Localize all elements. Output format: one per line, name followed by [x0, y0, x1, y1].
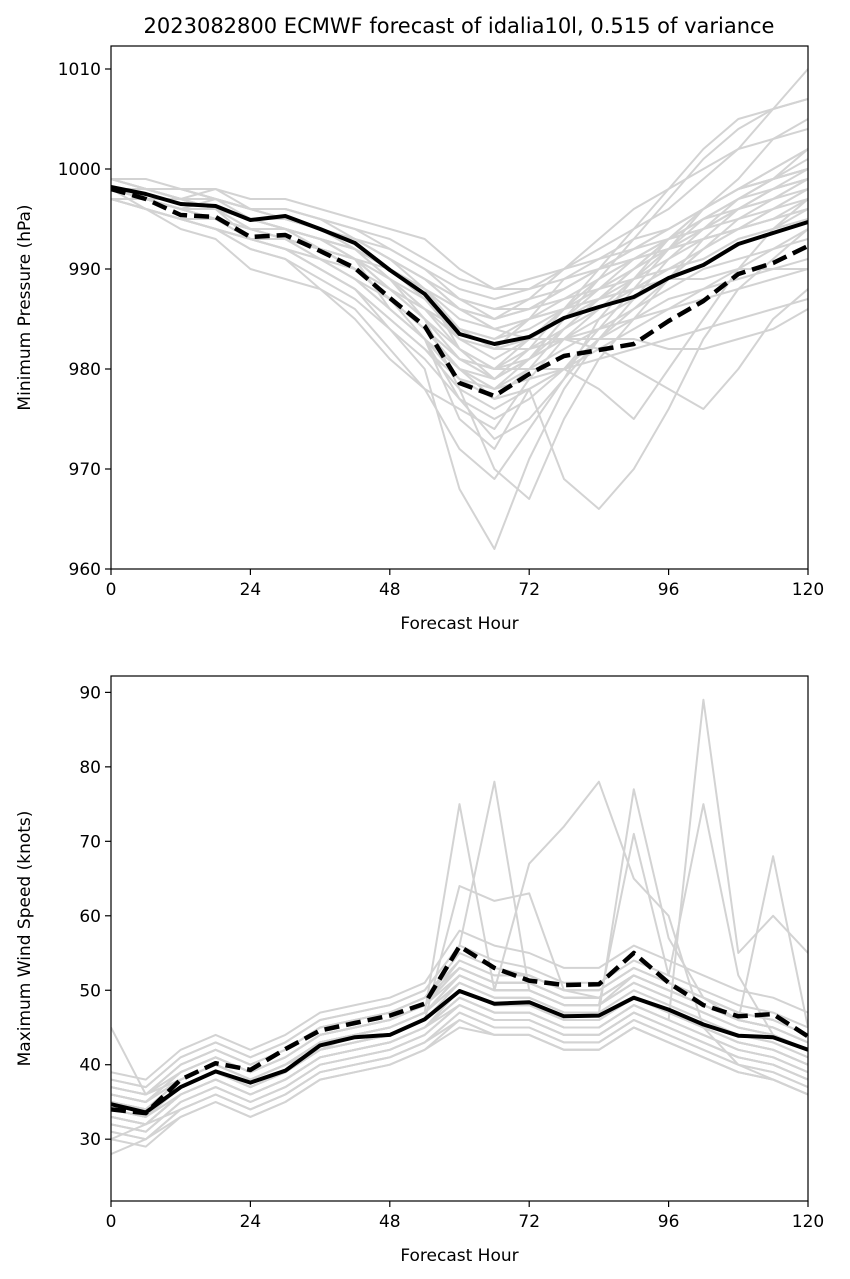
- wind-member-line-6: [111, 780, 808, 1096]
- wind-member-line-13: [111, 929, 808, 1081]
- wind-x-axis-label: Forecast Hour: [400, 1246, 518, 1266]
- wind-y-tick-label: 70: [79, 832, 101, 852]
- wind-member-line-37: [111, 974, 808, 1103]
- wind-member-line-20: [111, 1011, 808, 1141]
- pressure-member-line-2: [111, 118, 808, 480]
- wind-member-line-14: [111, 885, 808, 1118]
- pressure-x-tick-label: 24: [240, 580, 262, 600]
- pressure-member-line-31: [111, 68, 808, 300]
- chart-title: 2023082800 ECMWF forecast of idalia10l, …: [144, 14, 775, 38]
- pressure-member-line-37: [111, 188, 808, 400]
- wind-member-line-7: [111, 1019, 808, 1148]
- wind-y-tick-label: 50: [79, 981, 101, 1001]
- wind-member-line-34: [111, 1026, 808, 1156]
- pressure-member-line-17: [111, 198, 808, 390]
- pressure-mean-lines: [111, 185, 808, 399]
- wind-panel: 0 24 48 72 96 120 30 40 50 60 70 80 90 Forecast Hou…: [15, 675, 824, 1266]
- pressure-solid-mean-line: [111, 185, 808, 346]
- wind-member-line-12: [111, 1011, 808, 1141]
- pressure-member-line-28: [111, 168, 808, 340]
- wind-member-line-32: [111, 981, 808, 1111]
- pressure-x-ticks: 0 24 48 72 96 120: [106, 569, 824, 600]
- pressure-y-tick-label: 990: [69, 260, 101, 280]
- pressure-member-line-25: [111, 178, 808, 290]
- pressure-panel: 2023082800 ECMWF forecast of idalia10l, …: [15, 14, 824, 634]
- pressure-x-tick-label: 0: [106, 580, 117, 600]
- wind-x-tick-label: 24: [240, 1212, 262, 1232]
- pressure-member-line-0: [111, 168, 808, 450]
- wind-member-line-36: [111, 1004, 808, 1126]
- wind-plot-frame: [110, 675, 809, 1202]
- pressure-member-line-7: [111, 148, 808, 320]
- wind-x-ticks: 0 24 48 72 96 120: [106, 1201, 824, 1232]
- pressure-y-axis-label: Minimum Pressure (hPa): [15, 204, 35, 410]
- pressure-member-line-12: [111, 98, 808, 390]
- pressure-member-line-14: [111, 188, 808, 440]
- wind-y-tick-label: 40: [79, 1056, 101, 1076]
- wind-member-line-9: [111, 698, 808, 1126]
- wind-solid-mean-line: [111, 989, 808, 1115]
- wind-x-tick-label: 96: [658, 1212, 680, 1232]
- wind-y-tick-label: 90: [79, 683, 101, 703]
- pressure-x-tick-label: 96: [658, 580, 680, 600]
- wind-member-line-30: [111, 959, 808, 1103]
- pressure-y-tick-label: 1000: [58, 160, 101, 180]
- wind-member-line-35: [111, 966, 808, 1096]
- pressure-y-tick-label: 1010: [58, 60, 101, 80]
- wind-member-line-29: [111, 989, 808, 1118]
- wind-x-tick-label: 48: [379, 1212, 401, 1232]
- wind-x-tick-label: 120: [792, 1212, 824, 1232]
- pressure-member-line-19: [111, 198, 808, 420]
- wind-member-line-24: [111, 974, 808, 1103]
- wind-y-tick-label: 30: [79, 1130, 101, 1150]
- pressure-y-ticks: 960 970 980 990 1000 1010: [58, 60, 111, 580]
- wind-y-tick-label: 80: [79, 758, 101, 778]
- pressure-member-line-10: [111, 178, 808, 290]
- pressure-x-tick-label: 48: [379, 580, 401, 600]
- pressure-member-line-6: [111, 148, 808, 400]
- pressure-member-line-32: [111, 198, 808, 370]
- wind-member-line-5: [111, 989, 808, 1118]
- wind-member-line-26: [111, 981, 808, 1111]
- wind-member-line-33: [111, 989, 808, 1118]
- wind-x-tick-label: 72: [518, 1212, 540, 1232]
- pressure-member-line-36: [111, 198, 808, 350]
- wind-y-axis-label: Maximum Wind Speed (knots): [15, 811, 35, 1067]
- pressure-ensemble-members: [111, 68, 808, 550]
- wind-member-line-27: [111, 966, 808, 1096]
- pressure-member-line-23: [111, 198, 808, 510]
- pressure-y-tick-label: 970: [69, 460, 101, 480]
- wind-x-tick-label: 0: [106, 1212, 117, 1232]
- pressure-y-tick-label: 960: [69, 560, 101, 580]
- pressure-member-line-13: [111, 168, 808, 320]
- pressure-x-tick-label: 72: [518, 580, 540, 600]
- pressure-x-axis-label: Forecast Hour: [400, 614, 518, 634]
- wind-ensemble-members: [111, 698, 808, 1156]
- pressure-dashed-mean-line: [111, 186, 808, 399]
- wind-y-tick-label: 60: [79, 907, 101, 927]
- pressure-member-line-26: [111, 188, 808, 380]
- pressure-member-line-29: [111, 128, 808, 320]
- pressure-x-tick-label: 120: [792, 580, 824, 600]
- pressure-plot-frame: [110, 45, 809, 570]
- wind-y-ticks: 30 40 50 60 70 80 90: [79, 683, 111, 1150]
- wind-dashed-mean-line: [111, 944, 808, 1116]
- wind-member-line-22: [111, 944, 808, 1089]
- wind-member-line-8: [111, 780, 808, 1089]
- pressure-y-tick-label: 980: [69, 360, 101, 380]
- wind-member-line-21: [111, 989, 808, 1118]
- wind-mean-lines: [111, 944, 808, 1116]
